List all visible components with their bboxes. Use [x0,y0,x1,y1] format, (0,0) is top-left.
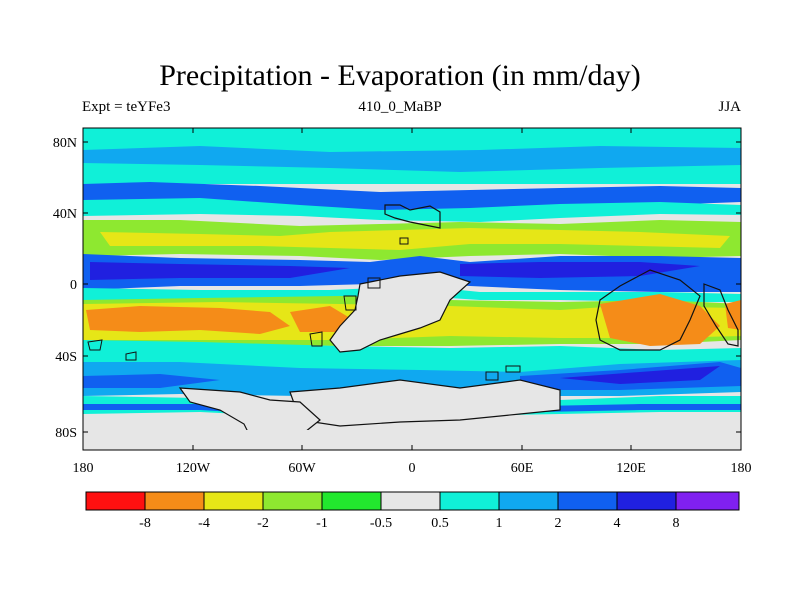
color-bar-label: -1 [316,516,328,531]
y-tick-marks [83,141,741,433]
field-dry-atlantic [290,306,350,332]
y-tick-label: 40N [53,207,77,222]
color-bar-swatch [439,491,500,511]
field-dry-east [725,300,741,330]
color-bar-label: -2 [257,516,269,531]
color-bar-labels: -8 -4 -2 -1 -0.5 0.5 1 2 4 8 [139,516,679,531]
color-bar-label: 2 [555,516,562,531]
x-tick-label: 180 [73,461,94,476]
time-label: 410_0_MaBP [358,99,442,115]
color-bar-swatch [262,491,323,511]
color-bar-swatch [85,491,146,511]
field-north-mid-blue [83,146,741,172]
island-west [87,295,357,361]
continent-gondwana-south [289,379,561,427]
color-bar-label: 4 [614,516,621,531]
y-tick-label: 40S [55,350,77,365]
experiment-label: Expt = teYFe3 [82,99,171,115]
field-south-deep [83,362,741,390]
precipitation-evaporation-field [83,128,741,450]
color-bar-swatch [557,491,618,511]
color-bar [85,491,740,511]
x-tick-label: 60W [288,461,316,476]
map-title: Precipitation - Evaporation (in mm/day) [159,59,641,92]
color-bar-swatch [144,491,205,511]
continent-gondwana-west [329,271,472,353]
x-tick-label: 120W [176,461,211,476]
field-subtropic-north-yellow [100,228,730,250]
island-north [367,237,409,289]
field-itcz-deep [90,262,700,280]
field-south-purple [560,366,720,384]
x-tick-label: 60E [511,461,534,476]
field-dry-indian [600,294,720,346]
color-bar-label: 8 [673,516,680,531]
color-bar-swatch [203,491,264,511]
color-bar-swatch [380,491,441,511]
season-label: JJA [718,99,741,115]
color-bar-swatch [498,491,559,511]
x-tick-label: 0 [409,461,416,476]
field-dry-pacific [86,306,290,334]
y-tick-label: 80N [53,136,77,151]
color-bar-label: 0.5 [431,516,449,531]
color-bar-label: 1 [496,516,503,531]
continent-north [384,204,441,229]
color-bar-swatch [321,491,382,511]
color-bar-label: -4 [198,516,210,531]
x-tick-label: 180 [731,461,752,476]
color-bar-label: -8 [139,516,151,531]
continent-gondwana-east [595,269,701,351]
y-tick-label: 0 [70,278,77,293]
color-bar-swatch [616,491,677,511]
y-tick-label: 80S [55,426,77,441]
x-tick-label: 120E [616,461,646,476]
continent-polar [83,430,741,450]
continent-east-small [703,283,739,347]
x-tick-marks [82,128,742,450]
color-bar-swatch [675,491,740,511]
island-south [485,365,521,381]
color-bar-label: -0.5 [370,516,392,531]
